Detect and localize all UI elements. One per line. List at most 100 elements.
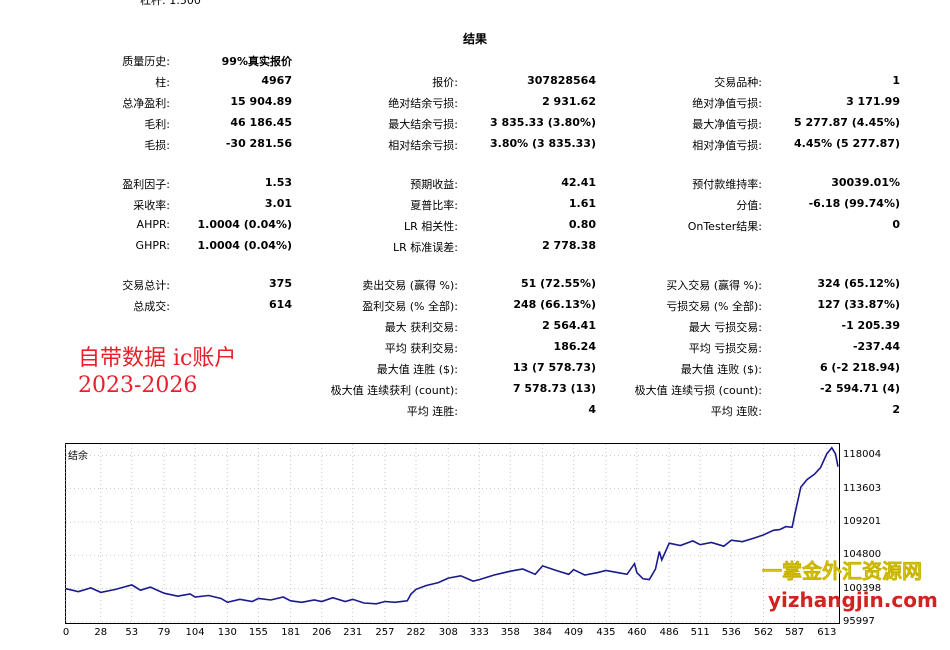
stat-label: 绝对净值亏损: (692, 97, 762, 110)
stat-label: 预付款维持率: (692, 178, 762, 191)
balance-line (65, 446, 839, 605)
stat-value: 13 (7 578.73) (512, 361, 596, 374)
y-tick-label: 109201 (843, 515, 882, 527)
watermark-line-1: 自带数据 ic账户 (78, 346, 237, 371)
x-tick-label: 562 (753, 627, 774, 638)
x-tick-label: 333 (469, 627, 489, 638)
x-tick-label: 536 (721, 627, 741, 638)
stat-value: 375 (269, 277, 292, 290)
stat-value: 2 (892, 403, 900, 416)
stat-label: 预期收益: (410, 178, 458, 191)
stat-label: LR 标准误差: (393, 241, 458, 254)
stat-label: LR 相关性: (404, 220, 458, 233)
stat-value: 1.61 (568, 197, 596, 210)
stat-label: 最大 获利交易: (384, 321, 458, 334)
leverage-text-cut: 杠杆: 1:500 (140, 0, 201, 7)
stat-label: 盈利因子: (122, 178, 170, 191)
stat-value: -2 594.71 (4) (819, 382, 900, 395)
stat-value: 1.0004 (0.04%) (197, 239, 293, 252)
stat-value: 4967 (261, 74, 292, 87)
x-tick-label: 486 (659, 627, 679, 638)
chart-title: 结余 (68, 451, 88, 462)
stat-label: 质量历史: (122, 55, 170, 68)
stat-value: 1 (892, 74, 900, 87)
stat-label: 平均 连败: (710, 405, 762, 418)
stat-value: 324 (65.12%) (817, 277, 900, 290)
stat-label: 买入交易 (赢得 %): (666, 279, 762, 292)
x-tick-label: 308 (438, 627, 458, 638)
stat-value: 127 (33.87%) (817, 298, 900, 311)
stat-value: 0.80 (568, 218, 596, 231)
stat-value: 2 778.38 (542, 239, 596, 252)
stat-value: 614 (269, 298, 292, 311)
watermark-line-2: 2023-2026 (78, 373, 198, 398)
x-tick-label: 28 (94, 627, 108, 638)
y-tick-label: 113603 (843, 482, 882, 494)
x-tick-label: 282 (406, 627, 426, 638)
watermark-text-left: 自带数据 ic账户 2023-2026 (78, 345, 236, 399)
stat-label: 平均 连胜: (406, 405, 458, 418)
x-tick-label: 155 (248, 627, 268, 638)
stat-value: 3 171.99 (846, 95, 900, 108)
stat-label: 相对净值亏损: (692, 139, 762, 152)
stat-value: 42.41 (561, 176, 596, 189)
stat-label: 夏普比率: (410, 199, 458, 212)
stat-label: 亏损交易 (% 全部): (666, 300, 762, 313)
stat-label: OnTester结果: (687, 220, 762, 233)
stat-label: 最大净值亏损: (692, 118, 762, 131)
stat-value: 5 277.87 (4.45%) (794, 116, 900, 129)
stat-value: 30039.01% (831, 176, 900, 189)
stat-label: 采收率: (133, 199, 170, 212)
stat-label: 最大值 连胜 ($): (376, 363, 458, 376)
stat-value: 1.53 (264, 176, 292, 189)
stat-label: 交易品种: (714, 76, 762, 89)
stat-value: 307828564 (527, 74, 596, 87)
stat-value: 3.80% (3 835.33) (490, 137, 596, 150)
x-tick-label: 0 (62, 627, 70, 638)
x-tick-label: 181 (281, 627, 301, 638)
y-tick-label: 118004 (843, 449, 882, 461)
stat-value: 51 (72.55%) (520, 277, 596, 290)
stat-value: 186.24 (553, 340, 596, 353)
stat-value: -1 205.39 (841, 319, 901, 332)
stat-value: 6 (-2 218.94) (819, 361, 900, 374)
stat-label: 总成交: (133, 300, 170, 313)
stat-label: 总净盈利: (122, 97, 170, 110)
stat-label: 相对结余亏损: (388, 139, 458, 152)
stat-value: 4 (588, 403, 596, 416)
watermark-site-url: yizhangjin.com (768, 588, 938, 612)
x-tick-label: 104 (185, 627, 205, 638)
x-tick-label: 460 (627, 627, 647, 638)
x-tick-label: 130 (217, 627, 237, 638)
stat-label: 分值: (736, 199, 762, 212)
y-tick-label: 104800 (843, 549, 882, 561)
stat-label: 毛利: (144, 118, 170, 131)
stat-value: 0 (892, 218, 900, 231)
stat-label: 毛损: (144, 139, 170, 152)
stat-value: -237.44 (852, 340, 900, 353)
stat-label: 交易总计: (122, 279, 170, 292)
x-tick-label: 511 (690, 627, 710, 638)
stat-value: 7 578.73 (13) (512, 382, 596, 395)
stat-label: 柱: (155, 76, 170, 89)
stat-label: GHPR: (135, 239, 170, 252)
x-tick-label: 435 (596, 627, 616, 638)
balance-chart-frame (65, 443, 840, 624)
stat-label: 极大值 连续获利 (count): (330, 384, 458, 397)
report-title: 结果 (462, 32, 487, 46)
stat-value: 46 186.45 (230, 116, 292, 129)
stat-value: 2 931.62 (542, 95, 596, 108)
x-tick-label: 587 (785, 627, 805, 638)
y-tick-label: 100398 (843, 582, 882, 594)
x-tick-label: 384 (533, 627, 553, 638)
stat-value: 99%真实报价 (221, 55, 292, 68)
stat-label: 最大结余亏损: (388, 118, 458, 131)
x-tick-label: 409 (564, 627, 584, 638)
stat-value: 4.45% (5 277.87) (794, 137, 900, 150)
stat-label: 卖出交易 (赢得 %): (362, 279, 458, 292)
x-tick-label: 257 (375, 627, 395, 638)
watermark-site-name: 一掌金外汇资源网 (762, 559, 923, 584)
x-tick-label: 206 (312, 627, 332, 638)
x-tick-label: 79 (157, 627, 171, 638)
